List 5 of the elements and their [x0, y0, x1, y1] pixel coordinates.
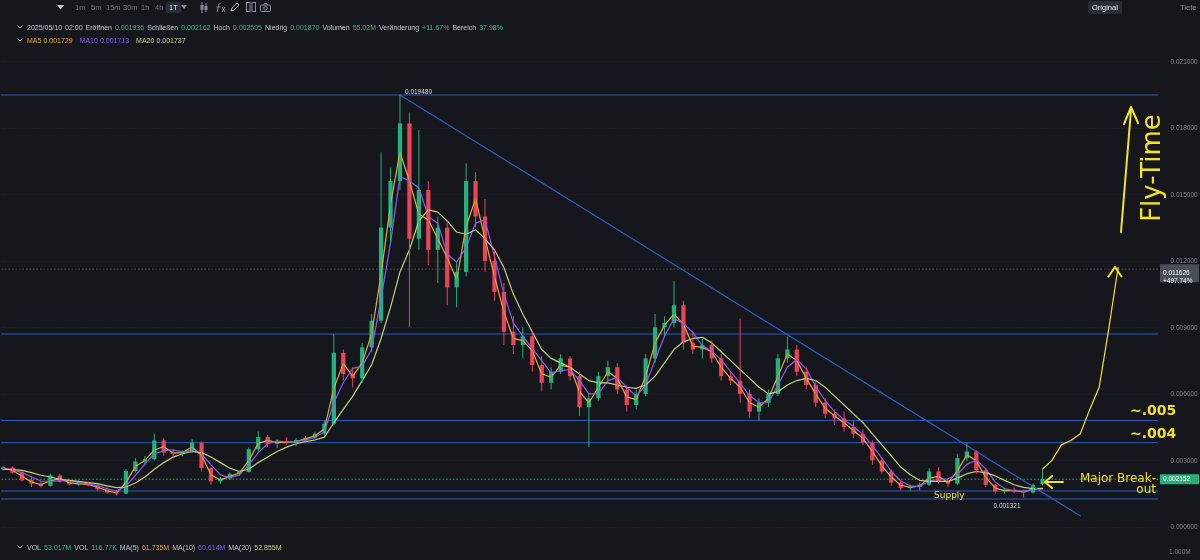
annotation: Major Break-out	[1078, 471, 1156, 496]
annotation: ~.004	[1130, 424, 1177, 441]
annotation: ~.005	[1130, 402, 1177, 419]
annotation: Fly-Time	[1136, 114, 1166, 222]
annotation: Supply	[934, 490, 965, 500]
